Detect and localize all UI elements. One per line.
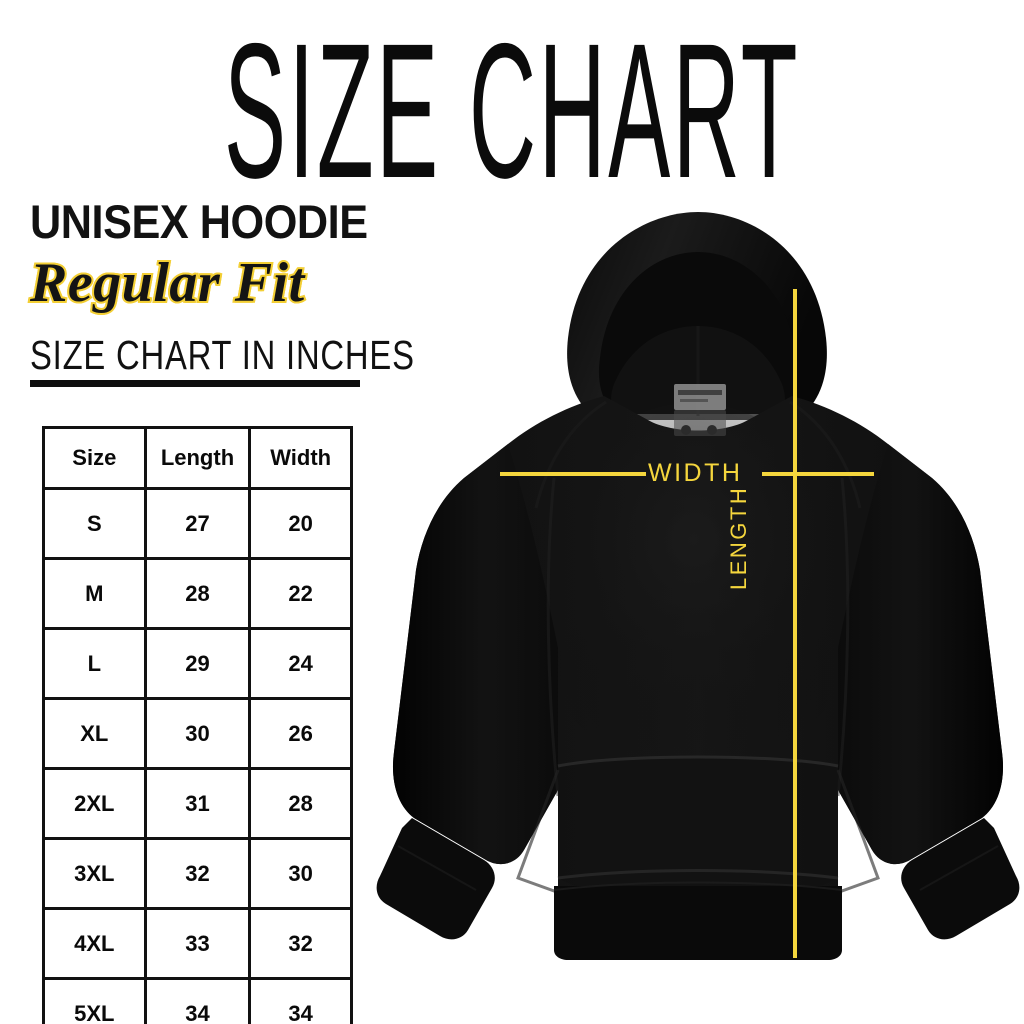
- cell-size: XL: [42, 697, 147, 770]
- cell-size: 4XL: [42, 907, 147, 980]
- column-header-width: Width: [248, 426, 353, 490]
- table-row: 5XL 34 34: [42, 977, 353, 1024]
- cell-size: 2XL: [42, 767, 147, 840]
- table-row: L 29 24: [42, 627, 353, 700]
- garment-info-block: UNISEX HOODIE Regular Fit SIZE CHART IN …: [28, 195, 415, 387]
- cell-width: 24: [248, 627, 353, 700]
- page-title: SIZE CHART: [224, 2, 800, 218]
- table-row: S 27 20: [42, 487, 353, 560]
- cell-width: 26: [248, 697, 353, 770]
- cell-width: 32: [248, 907, 353, 980]
- column-header-size: Size: [42, 426, 147, 490]
- cell-length: 34: [143, 977, 252, 1024]
- cell-length: 28: [143, 557, 252, 630]
- cell-width: 20: [248, 487, 353, 560]
- cell-width: 28: [248, 767, 353, 840]
- units-underline: [30, 380, 360, 387]
- column-header-length: Length: [143, 426, 252, 490]
- cell-size: 3XL: [42, 837, 147, 910]
- table-row: 4XL 33 32: [42, 907, 353, 980]
- table-row: 3XL 32 30: [42, 837, 353, 910]
- cell-length: 30: [143, 697, 252, 770]
- cell-length: 33: [143, 907, 252, 980]
- cell-length: 29: [143, 627, 252, 700]
- cell-size: L: [42, 627, 147, 700]
- cell-width: 22: [248, 557, 353, 630]
- cell-length: 32: [143, 837, 252, 910]
- cell-length: 27: [143, 487, 252, 560]
- cell-size: 5XL: [42, 977, 147, 1024]
- size-table: Size Length Width S 27 20 M 28 22 L 29 2…: [42, 426, 353, 1024]
- cell-size: M: [42, 557, 147, 630]
- units-label: SIZE CHART IN INCHES: [30, 332, 415, 378]
- table-header-row: Size Length Width: [42, 426, 353, 490]
- fit-name: Regular Fit: [28, 250, 306, 316]
- cell-length: 31: [143, 767, 252, 840]
- table-row: M 28 22: [42, 557, 353, 630]
- table-row: XL 30 26: [42, 697, 353, 770]
- table-row: 2XL 31 28: [42, 767, 353, 840]
- cell-size: S: [42, 487, 147, 560]
- garment-name: UNISEX HOODIE: [30, 195, 368, 248]
- hoodie-product-image: [368, 178, 1020, 1000]
- cell-width: 34: [248, 977, 353, 1024]
- cell-width: 30: [248, 837, 353, 910]
